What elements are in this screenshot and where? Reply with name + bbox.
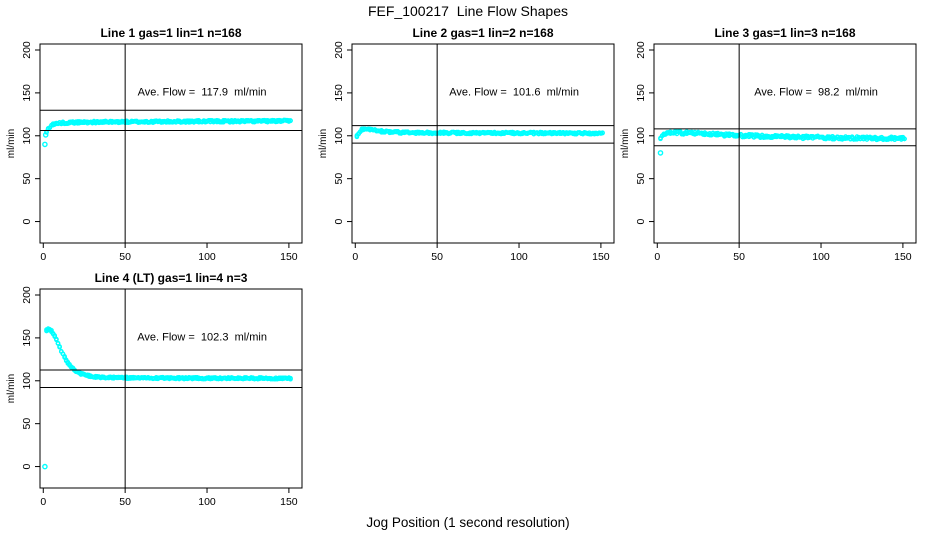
y-tick-label: 200	[21, 286, 33, 304]
y-axis-ticks	[35, 49, 40, 223]
panel-title: Line 4 (LT) gas=1 lin=4 n=3	[95, 271, 248, 285]
y-tick-label: 0	[333, 218, 345, 224]
y-axis-unit-label: ml/min	[6, 374, 17, 403]
data-points	[42, 117, 293, 148]
data-points	[657, 128, 907, 156]
y-tick-label: 150	[21, 84, 33, 102]
reference-lines	[352, 44, 614, 243]
x-tick-label: 150	[592, 251, 610, 263]
panel-line-4: Line 4 (LT) gas=1 lin=4 n=3 0 50 100 150 0 50 1…	[6, 271, 303, 508]
plot-box	[653, 43, 917, 244]
y-axis-ticks	[649, 49, 654, 223]
y-axis-ticks	[347, 49, 352, 223]
data-points	[354, 126, 605, 140]
panel-title: Line 3 gas=1 lin=3 n=168	[714, 26, 855, 40]
x-tick-label: 150	[894, 251, 912, 263]
ave-flow-annotation: Ave. Flow = 101.6 ml/min	[449, 86, 579, 98]
x-tick-label: 100	[198, 251, 216, 263]
x-tick-label: 0	[40, 251, 46, 263]
y-tick-label: 100	[21, 372, 33, 390]
x-tick-label: 50	[431, 251, 443, 263]
y-tick-label: 0	[21, 218, 33, 224]
plot-box	[39, 288, 303, 489]
reference-lines	[40, 289, 302, 488]
x-tick-label: 100	[510, 251, 528, 263]
x-axis-ticks	[42, 243, 290, 248]
panel-title: Line 1 gas=1 lin=1 n=168	[100, 26, 241, 40]
y-axis-ticks	[35, 294, 40, 468]
y-tick-label: 200	[635, 41, 647, 59]
x-tick-label: 50	[733, 251, 745, 263]
data-points	[42, 326, 293, 470]
panel-line-2: Line 2 gas=1 lin=2 n=168 0 50 100 150 0 50 100 1…	[318, 26, 615, 263]
x-tick-label: 50	[119, 496, 131, 508]
x-tick-label: 150	[280, 496, 298, 508]
y-tick-label: 150	[635, 84, 647, 102]
x-tick-label: 100	[812, 251, 830, 263]
y-tick-label: 0	[21, 463, 33, 469]
panel-line-3: Line 3 gas=1 lin=3 n=168 0 50 100 150 0 50 100 1…	[620, 26, 917, 263]
y-tick-label: 150	[333, 84, 345, 102]
x-tick-label: 150	[280, 251, 298, 263]
y-tick-label: 200	[333, 41, 345, 59]
y-tick-label: 100	[333, 127, 345, 145]
y-tick-label: 0	[635, 218, 647, 224]
x-tick-label: 100	[198, 496, 216, 508]
y-axis-unit-label: ml/min	[6, 129, 17, 158]
y-tick-label: 50	[21, 173, 33, 185]
y-tick-label: 150	[21, 329, 33, 347]
plot-box	[39, 43, 303, 244]
y-tick-label: 100	[21, 127, 33, 145]
x-tick-label: 0	[654, 251, 660, 263]
ave-flow-annotation: Ave. Flow = 117.9 ml/min	[138, 86, 267, 98]
y-axis-unit-label: ml/min	[620, 129, 631, 158]
x-tick-label: 0	[352, 251, 358, 263]
y-tick-label: 50	[21, 418, 33, 430]
y-tick-label: 50	[635, 173, 647, 185]
figure-title: FEF_100217 Line Flow Shapes	[367, 3, 568, 19]
x-axis-ticks	[656, 243, 904, 248]
x-tick-label: 50	[119, 251, 131, 263]
panel-line-1: Line 1 gas=1 lin=1 n=168 0 50 100 150 0 50 100 1…	[6, 26, 303, 263]
y-tick-label: 50	[333, 173, 345, 185]
x-axis-label: Jog Position (1 second resolution)	[366, 515, 570, 530]
reference-lines	[40, 44, 302, 243]
y-tick-label: 100	[635, 127, 647, 145]
reference-lines	[654, 44, 916, 243]
x-axis-ticks	[354, 243, 602, 248]
ave-flow-annotation: Ave. Flow = 102.3 ml/min	[137, 331, 267, 343]
y-axis-unit-label: ml/min	[318, 129, 329, 158]
x-axis-ticks	[42, 488, 290, 493]
panel-title: Line 2 gas=1 lin=2 n=168	[412, 26, 553, 40]
y-tick-label: 200	[21, 41, 33, 59]
plot-box	[351, 43, 615, 244]
x-tick-label: 0	[40, 496, 46, 508]
ave-flow-annotation: Ave. Flow = 98.2 ml/min	[754, 86, 878, 98]
